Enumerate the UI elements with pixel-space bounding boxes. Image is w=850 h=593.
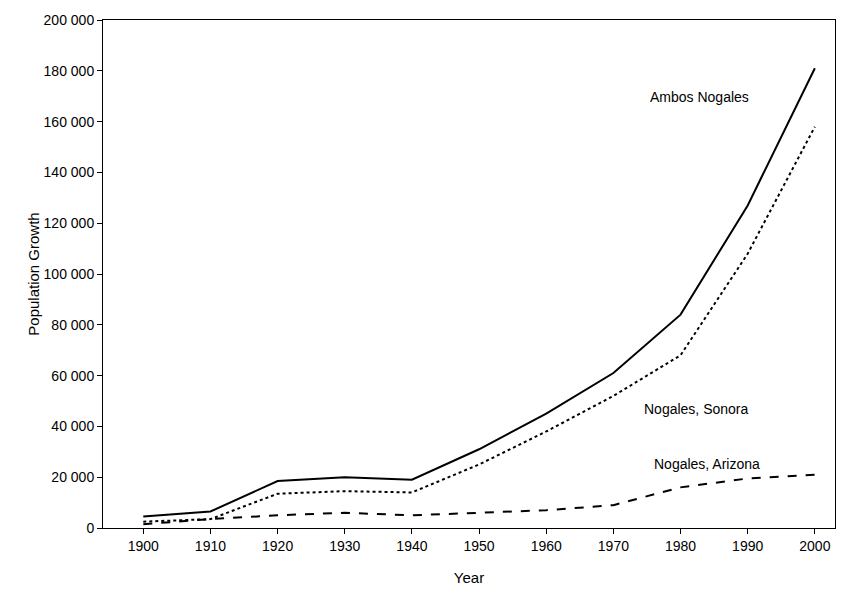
svg-text:Nogales, Sonora: Nogales, Sonora [644,401,749,417]
svg-text:1980: 1980 [665,538,696,554]
svg-text:100 000: 100 000 [44,266,95,282]
svg-text:160 000: 160 000 [44,114,95,130]
svg-text:1900: 1900 [128,538,159,554]
svg-text:120 000: 120 000 [44,215,95,231]
svg-text:1970: 1970 [598,538,629,554]
svg-text:0: 0 [86,520,94,536]
svg-text:1990: 1990 [732,538,763,554]
svg-text:40 000: 40 000 [51,418,94,434]
svg-text:1930: 1930 [329,538,360,554]
svg-text:Nogales, Arizona: Nogales, Arizona [654,456,760,472]
svg-text:80 000: 80 000 [51,317,94,333]
svg-text:140 000: 140 000 [44,164,95,180]
svg-text:Year: Year [454,569,484,586]
svg-text:60 000: 60 000 [51,368,94,384]
svg-text:2000: 2000 [799,538,830,554]
svg-text:1950: 1950 [463,538,494,554]
svg-text:1940: 1940 [396,538,427,554]
svg-text:20 000: 20 000 [51,469,94,485]
svg-text:180 000: 180 000 [44,63,95,79]
svg-text:1920: 1920 [262,538,293,554]
svg-text:1910: 1910 [195,538,226,554]
svg-text:Population Growth: Population Growth [25,212,42,335]
svg-text:1960: 1960 [531,538,562,554]
svg-text:Ambos Nogales: Ambos Nogales [650,89,749,105]
svg-text:200 000: 200 000 [44,12,95,28]
